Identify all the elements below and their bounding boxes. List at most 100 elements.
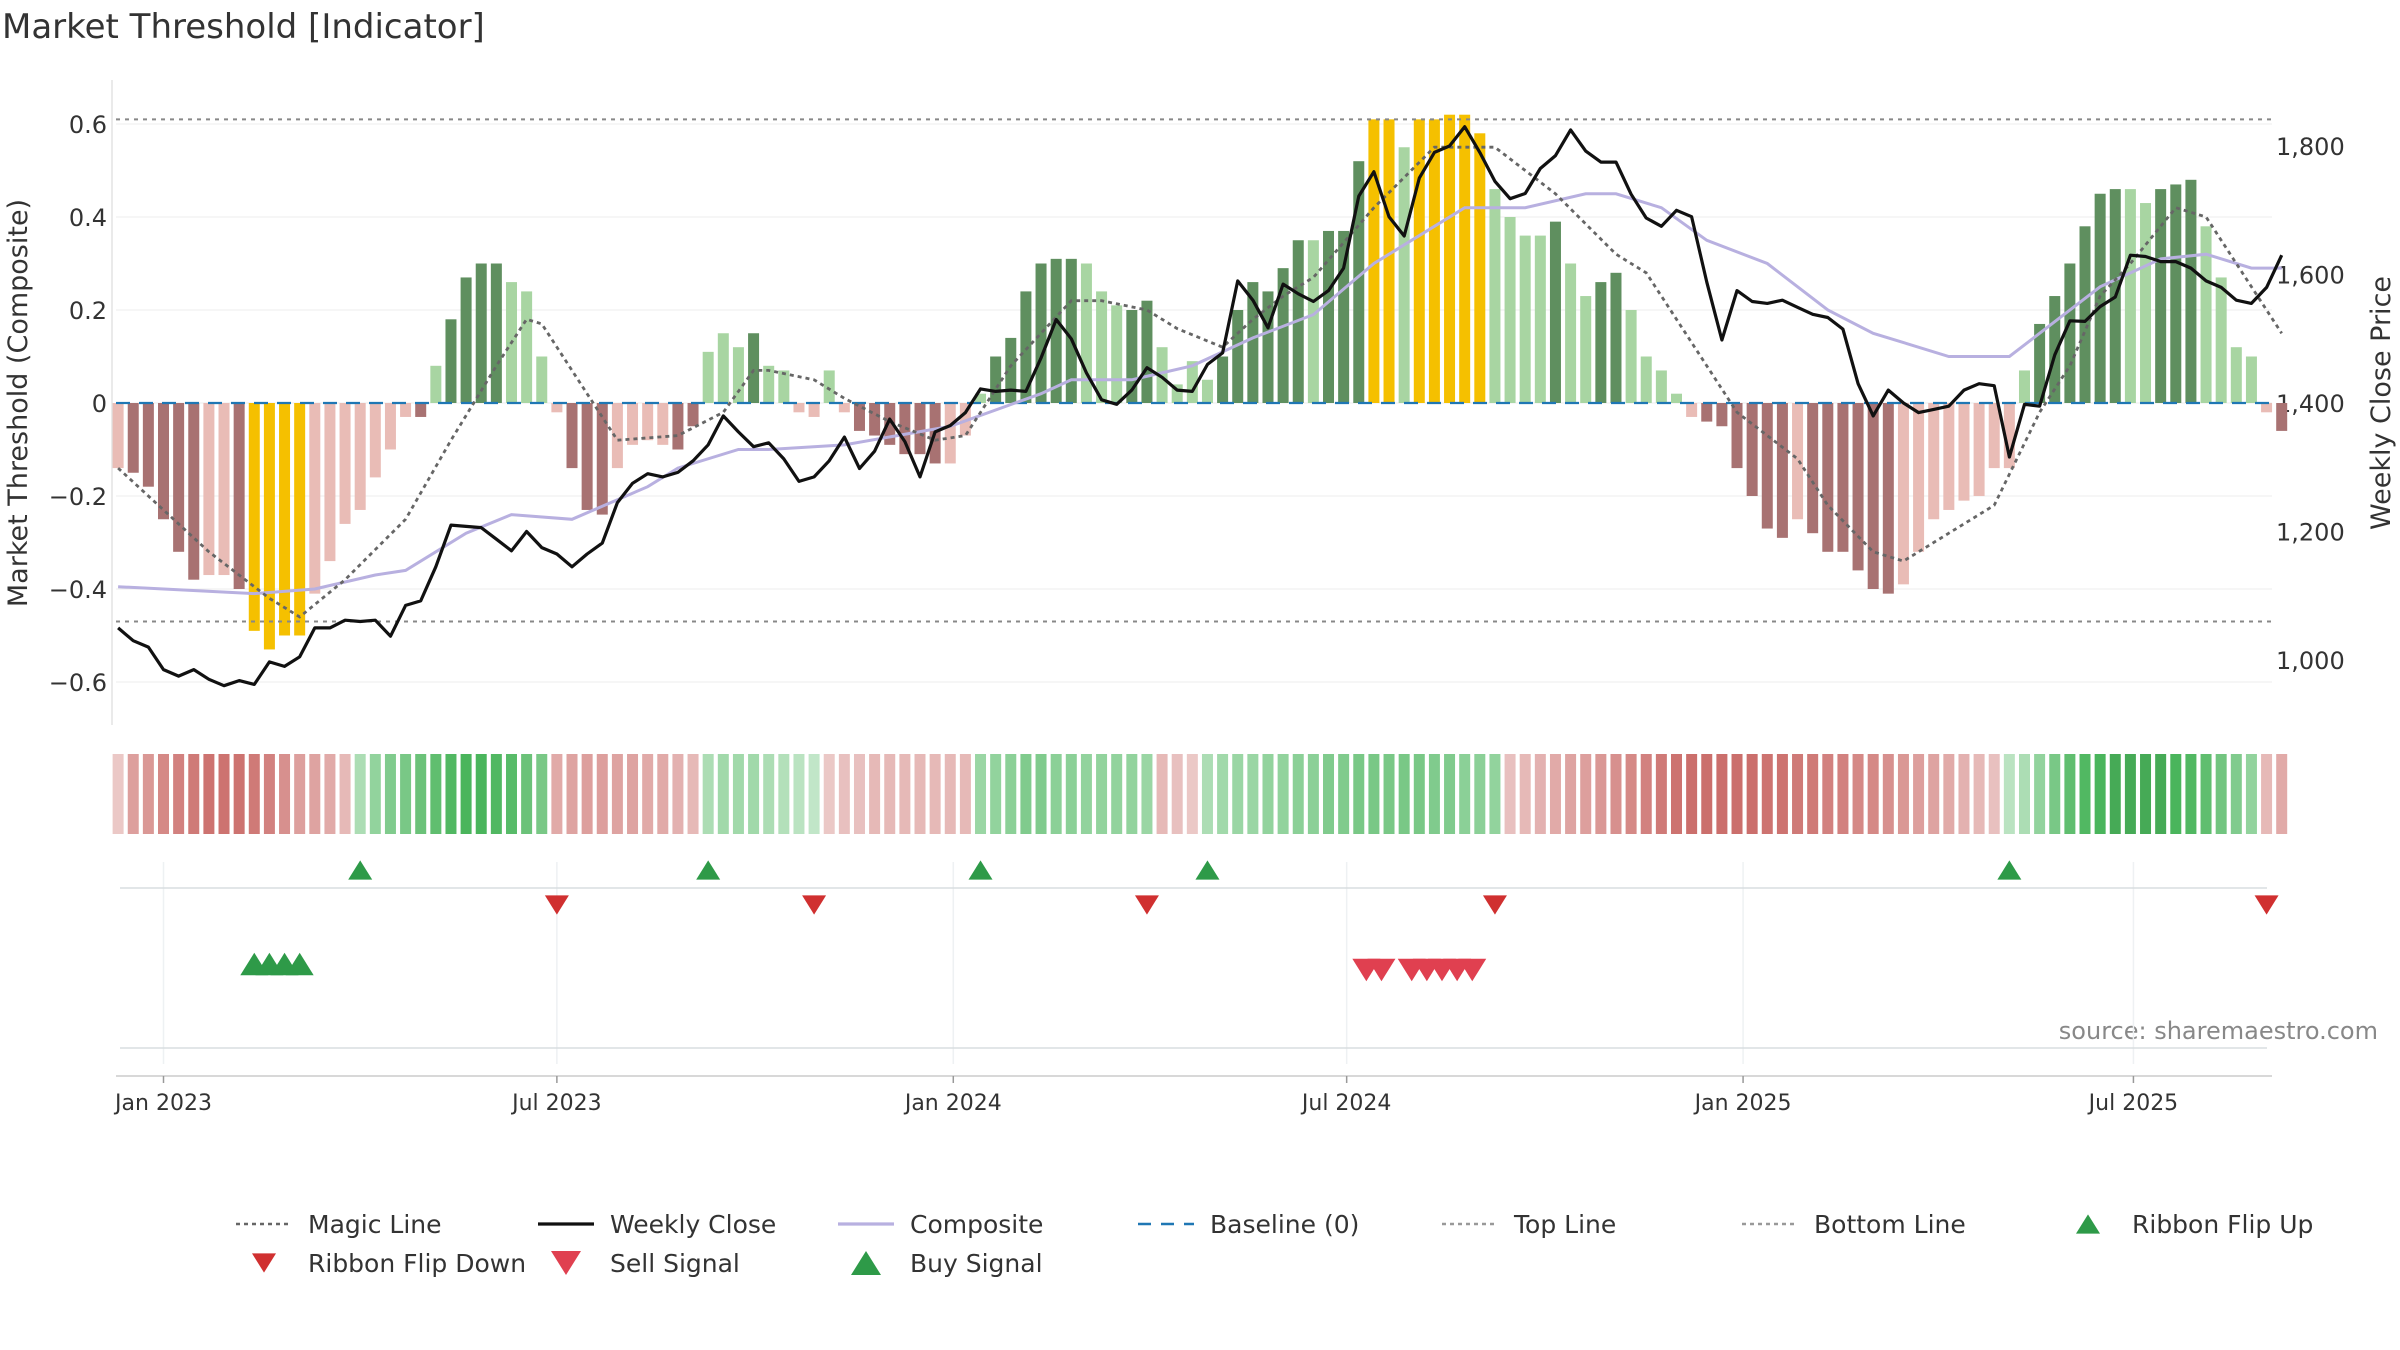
bar (1444, 114, 1456, 403)
bar (354, 403, 366, 510)
bar (1277, 268, 1289, 403)
ribbon-cell (581, 754, 593, 834)
ribbon-cell (354, 754, 366, 834)
bar (1156, 347, 1168, 403)
bar (551, 403, 563, 413)
bar (460, 277, 472, 403)
legend-label: Bottom Line (1814, 1210, 1966, 1239)
ribbon-cell (475, 754, 487, 834)
bar (1776, 403, 1788, 538)
bar (1534, 235, 1546, 403)
bar (1020, 291, 1032, 403)
legend-item: Baseline (0) (1138, 1210, 1359, 1239)
bar (1474, 133, 1486, 404)
bar (1792, 403, 1804, 520)
bar (1035, 263, 1047, 403)
ribbon-cell (1897, 754, 1909, 834)
legend-swatch (851, 1251, 881, 1275)
bar (2230, 347, 2242, 403)
ribbon-cell (1474, 754, 1486, 834)
bar (869, 403, 881, 436)
x-tick-label: Jul 2024 (1300, 1091, 1392, 1116)
ribbon-cell (657, 754, 669, 834)
bar (309, 403, 321, 594)
ribbon-cell (1111, 754, 1123, 834)
ribbon-cell (1065, 754, 1077, 834)
signal-rows (120, 860, 2279, 1064)
left-tick-label: −0.4 (49, 576, 107, 604)
ribbon-cell (566, 754, 578, 834)
ribbon-cell (1988, 754, 2000, 834)
bar (2064, 263, 2076, 403)
ribbon-cell (490, 754, 502, 834)
bar (127, 403, 139, 473)
ribbon-cell (1534, 754, 1546, 834)
ribbon-cell (838, 754, 850, 834)
ribbon-cell (536, 754, 548, 834)
bar (687, 403, 699, 427)
bar (233, 403, 245, 589)
ribbon-cell (188, 754, 200, 834)
ribbon-cell (1186, 754, 1198, 834)
ribbon-flip-down-marker (544, 895, 569, 915)
ribbon-cell (1716, 754, 1728, 834)
bar (1519, 235, 1531, 403)
ribbon-cell (279, 754, 291, 834)
bar (2079, 226, 2091, 403)
bar (717, 333, 729, 403)
ribbon-cell (959, 754, 971, 834)
ribbon-cell (596, 754, 608, 834)
bar (1459, 114, 1471, 403)
ribbon-cell (884, 754, 896, 834)
ribbon-cell (2079, 754, 2091, 834)
ribbon-cell (112, 754, 124, 834)
bar (2215, 277, 2227, 403)
ribbon-cell (2230, 754, 2242, 834)
ribbon-cell (1746, 754, 1758, 834)
ribbon-cell (2049, 754, 2061, 834)
bar (1610, 272, 1622, 403)
bar (294, 403, 306, 636)
right-tick-label: 1,000 (2276, 647, 2345, 675)
ribbon-cell (1837, 754, 1849, 834)
ribbon-cell (203, 754, 215, 834)
ribbon-cell (944, 754, 956, 834)
ribbon-cell (369, 754, 381, 834)
x-axis: Jan 2023 Jul 2023 Jan 2024 Jul 2024 Jan 2025… (113, 1075, 2272, 1116)
ribbon-cell (2109, 754, 2121, 834)
ribbon-cell (1398, 754, 1410, 834)
legend-label: Weekly Close (610, 1210, 776, 1239)
ribbon-cell (127, 754, 139, 834)
bar (1807, 403, 1819, 534)
ribbon-cell (1807, 754, 1819, 834)
bar (702, 351, 714, 403)
left-tick-label: 0.6 (69, 111, 107, 139)
ribbon-flip-up-marker (696, 860, 721, 880)
ribbon-cell (2276, 754, 2288, 834)
bar (1716, 403, 1728, 427)
ribbon-cell (1171, 754, 1183, 834)
bar (657, 403, 669, 445)
ribbon-cell (1489, 754, 1501, 834)
bar (914, 403, 926, 455)
bar (1247, 282, 1259, 403)
ribbon-cell (1096, 754, 1108, 834)
ribbon-cell (1217, 754, 1229, 834)
bar (1171, 384, 1183, 403)
ribbon-cell (763, 754, 775, 834)
ribbon-flip-up-marker (348, 860, 373, 880)
bar (415, 403, 427, 417)
bar (1655, 370, 1667, 403)
ribbon-cell (2034, 754, 2046, 834)
bar (1988, 403, 2000, 469)
ribbon-cell (1383, 754, 1395, 834)
bar (1867, 403, 1879, 589)
bar (1852, 403, 1864, 571)
ribbon-flip-down-marker (2254, 895, 2279, 915)
bar (959, 403, 971, 436)
ribbon-cell (1640, 754, 1652, 834)
ribbon-cell (2064, 754, 2076, 834)
ribbon-flip-up-marker (968, 860, 993, 880)
bar (2049, 296, 2061, 403)
